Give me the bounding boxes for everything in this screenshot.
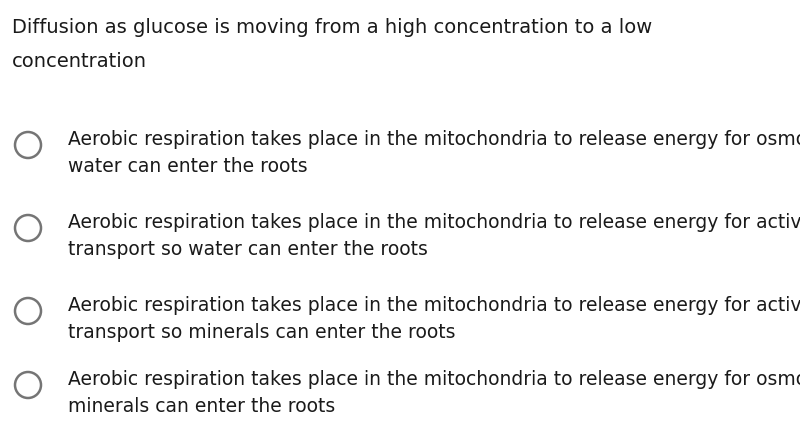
Text: Aerobic respiration takes place in the mitochondria to release energy for active: Aerobic respiration takes place in the m… <box>68 296 800 342</box>
Text: Aerobic respiration takes place in the mitochondria to release energy for active: Aerobic respiration takes place in the m… <box>68 213 800 259</box>
Text: concentration: concentration <box>12 52 147 71</box>
Circle shape <box>15 298 41 324</box>
Circle shape <box>15 215 41 241</box>
Text: Aerobic respiration takes place in the mitochondria to release energy for osmosi: Aerobic respiration takes place in the m… <box>68 130 800 176</box>
Text: Aerobic respiration takes place in the mitochondria to release energy for osmosi: Aerobic respiration takes place in the m… <box>68 370 800 416</box>
Circle shape <box>15 372 41 398</box>
Circle shape <box>15 132 41 158</box>
Text: Diffusion as glucose is moving from a high concentration to a low: Diffusion as glucose is moving from a hi… <box>12 18 652 37</box>
